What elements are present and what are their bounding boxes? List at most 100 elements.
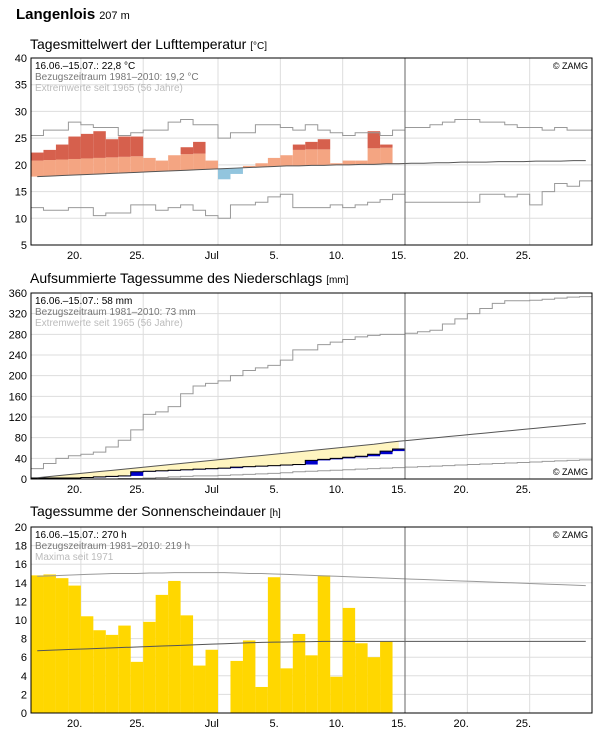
sunshine-bar	[118, 625, 131, 713]
temp-bar-warm	[342, 160, 356, 165]
sunshine-max-line	[37, 572, 586, 587]
temp-bar-hot	[68, 136, 81, 159]
x-tick-label: 20.	[453, 250, 468, 262]
x-tick-label: 20.	[67, 250, 82, 262]
sunshine-chart-title: Tagessumme der Sonnenscheindauer [h]	[30, 503, 281, 519]
sunshine-bar	[280, 668, 293, 713]
y-tick-label: 35	[15, 80, 27, 92]
sunshine-bar	[130, 661, 144, 713]
temp-bar-warm	[330, 163, 343, 165]
temp-bar-warm	[355, 160, 368, 165]
x-tick-label: 25.	[129, 250, 144, 262]
temp-bar-warm	[380, 147, 393, 164]
x-tick-label: Jul	[205, 250, 219, 262]
y-tick-label: 80	[15, 433, 27, 445]
precipitation-title-text: Aufsummierte Tagessumme des Niederschlag…	[30, 270, 323, 286]
plot-frame	[30, 292, 593, 480]
temp-bar-hot	[55, 144, 69, 160]
temp-bar-warm	[143, 157, 156, 172]
y-tick-label: 18	[15, 541, 27, 553]
y-tick-label: 0	[21, 708, 27, 720]
y-tick-label: 8	[21, 634, 27, 646]
temp-bar-hot	[80, 133, 94, 159]
sunshine-bar	[80, 616, 94, 713]
temp-bar-warm	[242, 165, 256, 168]
sunshine-bar	[342, 607, 356, 713]
x-tick-label: 15.	[391, 484, 406, 496]
temp-bar-hot	[305, 141, 318, 150]
info-extreme: Extremwerte seit 1965 (56 Jahre)	[35, 318, 183, 329]
sunshine-bar	[31, 575, 44, 713]
temp-max-line	[31, 118, 593, 139]
sunshine-bar	[380, 641, 393, 713]
y-tick-label: 6	[21, 652, 27, 664]
precip-min-line	[31, 459, 593, 480]
temp-bar-warm	[305, 149, 318, 166]
temp-bar-warm	[130, 156, 144, 173]
sunshine-bar	[43, 574, 56, 713]
sunshine-bar	[143, 621, 156, 713]
temp-bar-hot	[130, 136, 144, 157]
y-tick-label: 40	[15, 53, 27, 65]
y-tick-label: 320	[9, 309, 27, 321]
temp-bar-cold	[218, 168, 231, 180]
precipitation-unit: [mm]	[326, 275, 349, 286]
y-tick-label: 10	[15, 615, 27, 627]
temp-bar-warm	[180, 154, 194, 171]
y-tick-label: 5	[21, 240, 27, 252]
copyright-label: © ZAMG	[553, 467, 588, 477]
sunshine-bar	[367, 657, 381, 713]
x-tick-label: 25.	[516, 250, 531, 262]
y-tick-label: 280	[9, 329, 27, 341]
info-current: 16.06.–15.07.: 22,8 °C	[35, 61, 135, 72]
y-tick-label: 20	[15, 522, 27, 534]
y-tick-label: 0	[21, 474, 27, 486]
temp-bar-warm	[55, 159, 69, 176]
precip-day-increment	[380, 451, 393, 455]
x-tick-label: 20.	[453, 718, 468, 729]
x-tick-label: 10.	[329, 250, 344, 262]
temp-bar-warm	[80, 158, 94, 175]
sunshine-bar	[330, 676, 343, 713]
temp-bar-hot	[93, 131, 106, 158]
y-tick-label: 4	[21, 671, 27, 683]
y-tick-label: 240	[9, 350, 27, 362]
precip-day-increment	[230, 467, 243, 469]
sunshine-bar	[255, 686, 268, 713]
y-tick-label: 12	[15, 596, 27, 608]
sunshine-bar	[242, 640, 256, 713]
station-name: Langenlois	[16, 6, 96, 23]
y-tick-label: 160	[9, 391, 27, 403]
x-tick-label: 5.	[270, 250, 279, 262]
precip-day-increment	[31, 477, 44, 479]
temp-bar-warm	[105, 157, 119, 174]
x-tick-label: Jul	[205, 484, 219, 496]
temp-bar-warm	[31, 160, 44, 177]
temp-bar-warm	[292, 149, 306, 166]
precip-day-increment	[367, 454, 381, 457]
temperature-chart-title: Tagesmittelwert der Lufttemperatur [°C]	[30, 36, 267, 52]
x-tick-label: 25.	[129, 484, 144, 496]
y-tick-label: 16	[15, 559, 27, 571]
x-tick-label: 10.	[329, 484, 344, 496]
y-tick-label: 15	[15, 187, 27, 199]
info-reference: Bezugszeitraum 1981–2010: 73 mm	[35, 307, 196, 318]
temp-bar-hot	[180, 147, 194, 155]
precip-day-increment	[330, 458, 343, 460]
temp-bar-warm	[193, 153, 206, 170]
x-tick-label: 25.	[516, 718, 531, 729]
temp-bar-hot	[292, 144, 306, 150]
x-tick-label: 15.	[391, 250, 406, 262]
temp-bar-cold	[230, 168, 243, 174]
temperature-title-text: Tagesmittelwert der Lufttemperatur	[30, 36, 247, 52]
info-reference: Bezugszeitraum 1981–2010: 219 h	[35, 541, 190, 552]
x-tick-label: 10.	[329, 718, 344, 729]
sunshine-bar	[105, 634, 119, 713]
y-tick-label: 40	[15, 453, 27, 465]
x-tick-label: 25.	[516, 484, 531, 496]
info-current: 16.06.–15.07.: 58 mm	[35, 296, 132, 307]
sunshine-bar	[205, 649, 219, 713]
sunshine-unit: [h]	[269, 508, 281, 519]
station-altitude: 207 m	[99, 10, 130, 22]
